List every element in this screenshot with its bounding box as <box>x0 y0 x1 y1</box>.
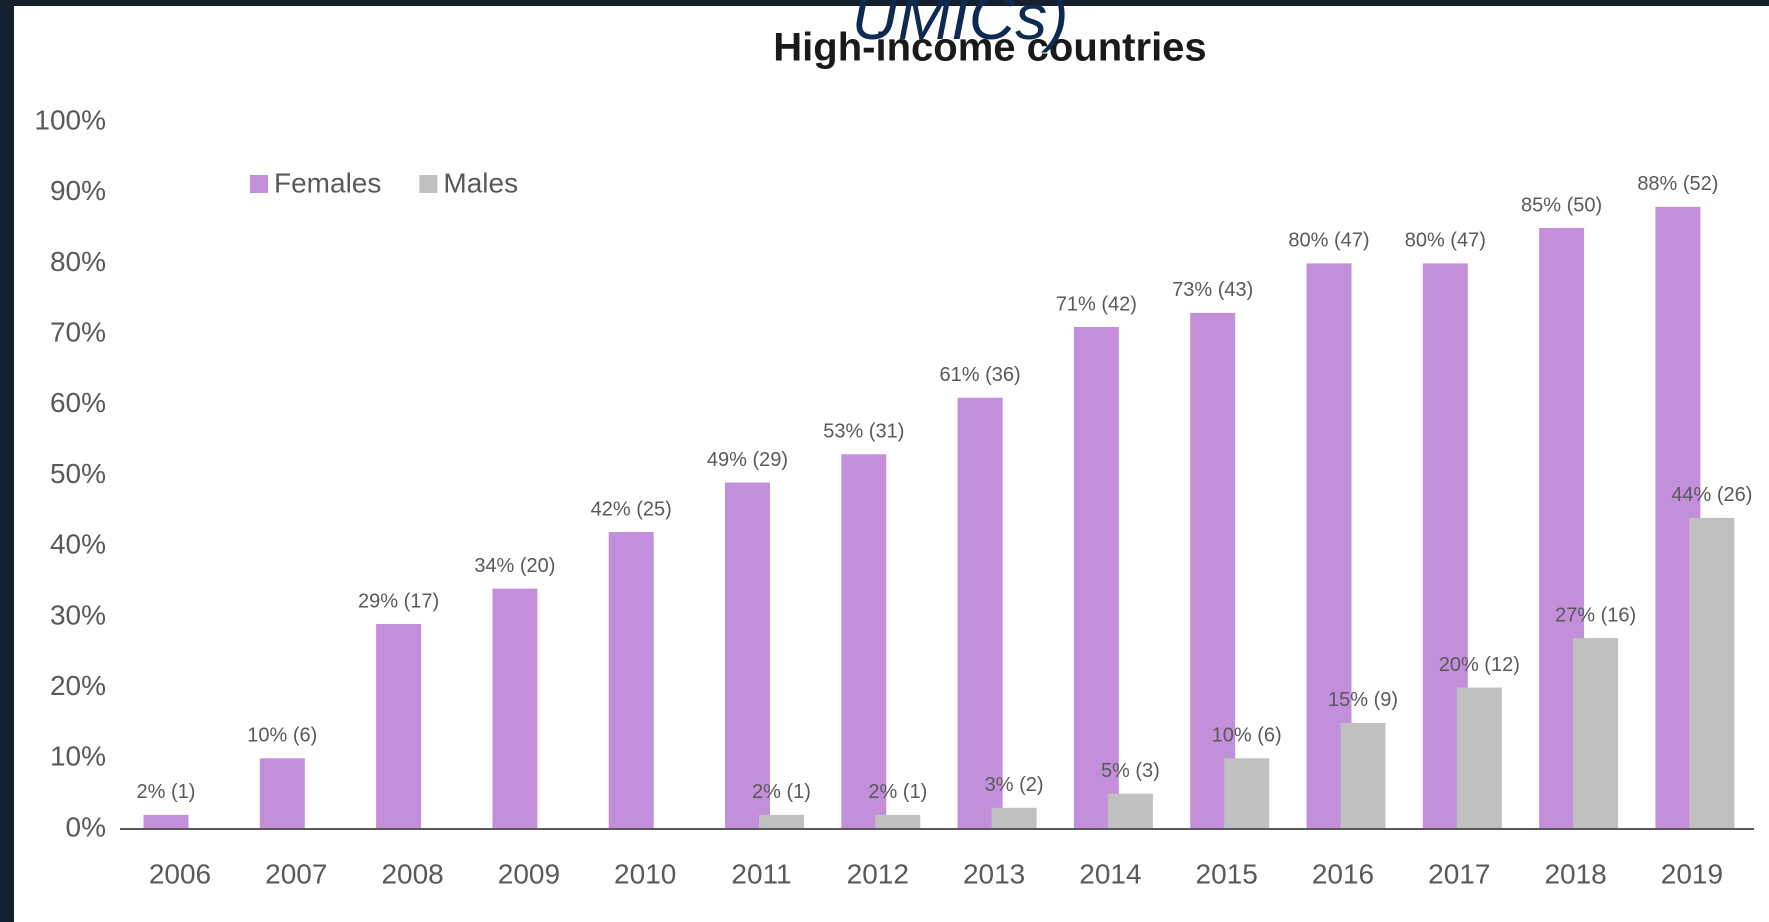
bar <box>991 807 1037 829</box>
y-tick-label: 20% <box>50 670 106 701</box>
x-tick-label: 2006 <box>149 858 211 889</box>
data-label: 2% (1) <box>752 781 811 803</box>
bar <box>608 532 654 829</box>
data-label: 71% (42) <box>1056 293 1137 315</box>
data-label: 42% (25) <box>591 498 672 520</box>
data-label: 20% (12) <box>1439 654 1520 676</box>
data-label: 85% (50) <box>1521 194 1602 216</box>
x-tick-label: 2015 <box>1196 858 1258 889</box>
overlay-text: UMICs) <box>852 0 1069 53</box>
data-label: 53% (31) <box>823 421 904 443</box>
bar <box>1573 638 1619 829</box>
bar <box>759 814 804 829</box>
data-label: 15% (9) <box>1328 689 1398 711</box>
x-tick-label: 2014 <box>1079 858 1141 889</box>
y-tick-label: 30% <box>50 599 106 630</box>
y-tick-label: 40% <box>50 529 106 560</box>
y-tick-label: 10% <box>50 741 106 772</box>
x-tick-label: 2019 <box>1661 858 1723 889</box>
data-label: 27% (16) <box>1555 604 1636 626</box>
y-tick-label: 90% <box>50 175 106 206</box>
x-tick-label: 2017 <box>1428 858 1490 889</box>
bar <box>1689 517 1735 829</box>
data-label: 88% (52) <box>1637 173 1718 195</box>
bar <box>1340 722 1386 829</box>
x-tick-label: 2007 <box>265 858 327 889</box>
data-label: 5% (3) <box>1101 760 1160 782</box>
x-tick-label: 2013 <box>963 858 1025 889</box>
bar <box>259 758 305 829</box>
x-tick-label: 2018 <box>1544 858 1606 889</box>
data-label: 49% (29) <box>707 449 788 471</box>
data-label: 44% (26) <box>1671 484 1752 506</box>
data-label: 73% (43) <box>1172 279 1253 301</box>
bar <box>1224 758 1270 829</box>
data-label: 29% (17) <box>358 590 439 612</box>
bar <box>1107 793 1153 829</box>
data-label: 61% (36) <box>940 364 1021 386</box>
data-label: 2% (1) <box>868 781 927 803</box>
x-tick-label: 2008 <box>381 858 443 889</box>
legend-swatch <box>419 175 438 193</box>
bar <box>1073 327 1119 829</box>
x-tick-label: 2012 <box>847 858 909 889</box>
x-tick-label: 2009 <box>498 858 560 889</box>
chart-title: High-income countries <box>773 26 1206 70</box>
data-label: 3% (2) <box>985 774 1044 796</box>
bar <box>1456 687 1502 829</box>
y-tick-label: 0% <box>66 811 106 842</box>
bar <box>143 814 189 829</box>
bar <box>957 397 1003 829</box>
data-label: 10% (6) <box>1212 725 1282 747</box>
x-tick-label: 2011 <box>731 858 791 889</box>
data-label: 80% (47) <box>1405 230 1486 252</box>
data-label: 80% (47) <box>1288 230 1369 252</box>
y-tick-label: 50% <box>50 458 106 489</box>
y-tick-label: 100% <box>34 104 106 135</box>
legend-label: Males <box>443 167 518 198</box>
x-tick-label: 2016 <box>1312 858 1374 889</box>
bar <box>492 588 538 829</box>
bar <box>1190 312 1236 829</box>
bar <box>376 623 422 829</box>
bar <box>725 482 770 829</box>
data-label: 34% (20) <box>474 555 555 577</box>
x-tick-label: 2010 <box>614 858 676 889</box>
y-tick-label: 60% <box>50 387 106 418</box>
bar <box>875 814 921 829</box>
y-tick-label: 70% <box>50 316 106 347</box>
data-label: 10% (6) <box>247 725 317 747</box>
y-tick-label: 80% <box>50 246 106 277</box>
bar <box>841 454 887 829</box>
legend-swatch <box>250 175 268 193</box>
data-label: 2% (1) <box>137 781 196 803</box>
legend-label: Females <box>274 167 381 198</box>
